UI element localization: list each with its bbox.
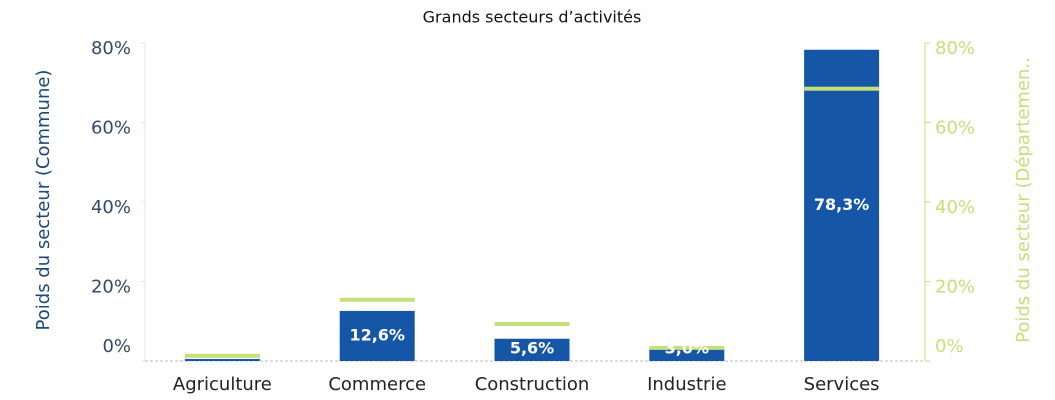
chart-title: Grands secteurs d’activités: [423, 8, 642, 27]
y2-tick-label: 80%: [935, 38, 975, 59]
x-tick-label: Industrie: [647, 374, 726, 395]
y2-axis-label: Poids du secteur (Départemen..: [1013, 57, 1034, 343]
data-label: 3,0%: [665, 339, 709, 358]
y-tick-label: 80%: [91, 38, 131, 59]
reference-marker: [494, 322, 570, 327]
y2-tick-label: 60%: [935, 118, 975, 139]
bar: [649, 349, 725, 361]
data-label: 78,3%: [814, 195, 870, 214]
data-label: 12,6%: [349, 325, 405, 344]
y2-tick-label: 0%: [935, 336, 964, 357]
y2-tick-label: 20%: [935, 277, 975, 298]
bar: [184, 359, 260, 361]
reference-marker: [804, 86, 880, 91]
data-label: 5,6%: [510, 339, 554, 358]
y-tick-label: 20%: [91, 277, 131, 298]
bar: [339, 310, 415, 361]
bar: [494, 338, 570, 361]
x-tick-label: Services: [804, 374, 880, 395]
reference-marker: [184, 353, 260, 358]
bar: [804, 49, 880, 361]
reference-marker: [649, 345, 725, 350]
x-tick-label: Commerce: [328, 374, 426, 395]
y2-tick-label: 40%: [935, 197, 975, 218]
x-tick-label: Construction: [475, 374, 590, 395]
y-tick-label: 60%: [91, 118, 131, 139]
reference-marker: [339, 297, 415, 302]
x-tick-label: Agriculture: [173, 374, 272, 395]
y-tick-label: 40%: [91, 197, 131, 218]
y-axis-label: Poids du secteur (Commune): [33, 70, 54, 331]
y-tick-label: 0%: [102, 336, 131, 357]
